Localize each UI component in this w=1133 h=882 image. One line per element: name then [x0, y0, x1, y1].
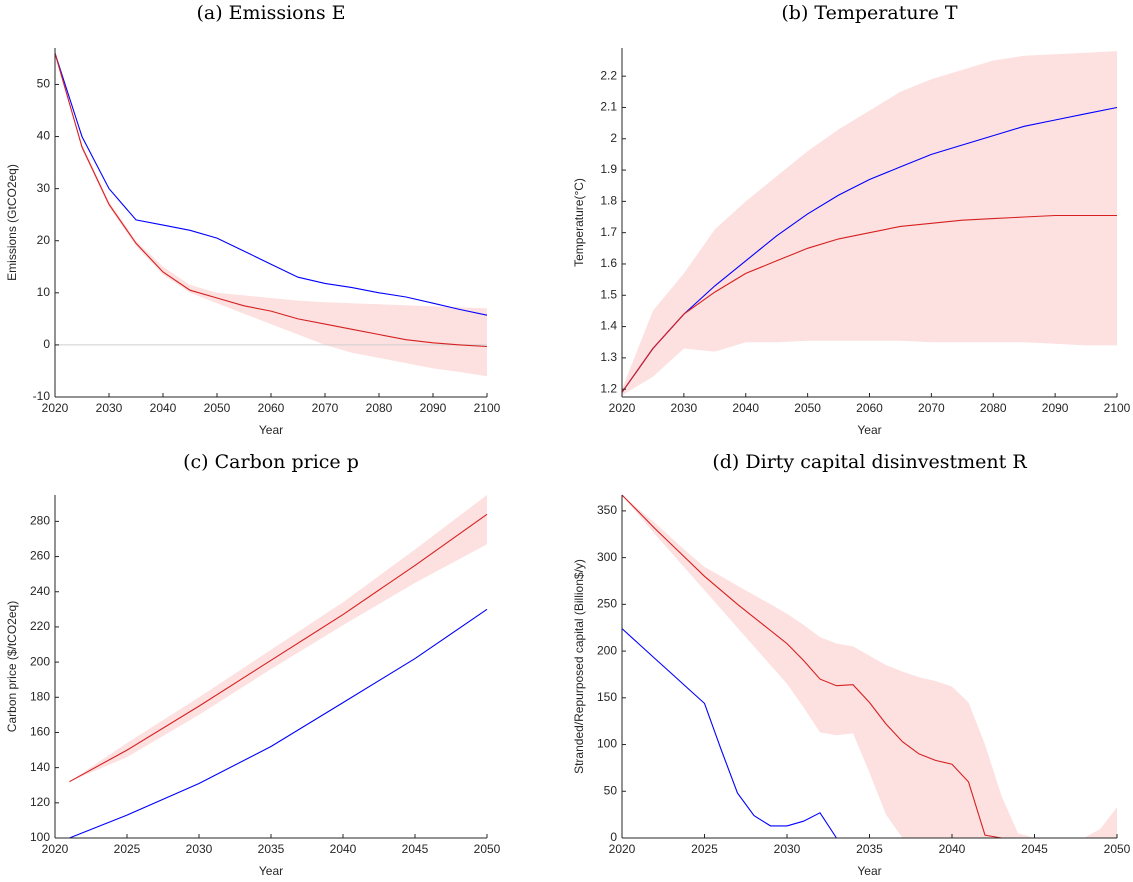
x-tick-label: 2025: [114, 842, 141, 856]
y-tick-label: 0: [610, 830, 617, 844]
y-tick-label: 100: [30, 830, 50, 844]
y-tick-label: 250: [597, 597, 617, 611]
x-tick-label: 2020: [609, 401, 636, 415]
panel-title: (a) Emissions E: [196, 2, 345, 24]
series-line: [621, 106, 1118, 393]
y-tick-label: 1.8: [600, 194, 617, 208]
y-tick-label: 1.6: [600, 256, 617, 270]
x-tick-label: 2020: [42, 401, 69, 415]
y-tick-label: 260: [30, 549, 50, 563]
y-tick-label: 150: [597, 690, 617, 704]
y-tick-label: 30: [37, 181, 51, 195]
y-tick-label: 140: [30, 760, 50, 774]
y-axis-label: Stranded/Repurposed capital (Billion$/y): [572, 559, 586, 774]
y-tick-label: 1.9: [600, 162, 617, 176]
x-tick-label: 2100: [474, 401, 501, 415]
x-tick-label: 2030: [774, 842, 801, 856]
x-tick-label: 2035: [258, 842, 285, 856]
y-tick-label: 120: [30, 795, 50, 809]
y-tick-label: 280: [30, 514, 50, 528]
y-tick-label: 160: [30, 725, 50, 739]
y-tick-label: 100: [597, 737, 617, 751]
y-axis-label: Carbon price ($/tCO2eq): [5, 601, 19, 732]
x-tick-label: 2040: [939, 842, 966, 856]
uncertainty-band: [622, 495, 1117, 838]
y-tick-label: 350: [597, 503, 617, 517]
panel-title: (b) Temperature T: [781, 2, 958, 24]
y-tick-label: 200: [30, 654, 50, 668]
y-tick-label: 240: [30, 584, 50, 598]
x-tick-label: 2030: [186, 842, 213, 856]
y-tick-label: 1.5: [600, 287, 617, 301]
y-tick-label: 20: [37, 233, 51, 247]
x-tick-label: 2100: [1104, 401, 1131, 415]
uncertainty-band: [622, 51, 1117, 396]
x-tick-label: 2035: [856, 842, 883, 856]
y-tick-label: 2.2: [600, 68, 617, 82]
x-axis-label: Year: [259, 423, 283, 437]
uncertainty-band: [55, 53, 487, 377]
series-line: [69, 513, 488, 783]
x-tick-label: 2040: [330, 842, 357, 856]
x-tick-label: 2050: [1104, 842, 1131, 856]
y-axis-label: Emissions (GtCO2eq): [5, 164, 19, 281]
x-axis-label: Year: [259, 864, 283, 878]
series-line: [54, 53, 488, 348]
x-tick-label: 2070: [918, 401, 945, 415]
series-line: [69, 608, 488, 839]
series-line: [621, 214, 1117, 393]
y-tick-label: 40: [37, 129, 51, 143]
y-tick-label: 300: [597, 550, 617, 564]
y-tick-label: 2.1: [600, 100, 617, 114]
y-tick-label: 50: [604, 783, 618, 797]
y-tick-label: 180: [30, 689, 50, 703]
panel-title: (d) Dirty capital disinvestment R: [712, 451, 1027, 473]
y-tick-label: 200: [597, 643, 617, 657]
y-tick-label: 1.7: [600, 225, 617, 239]
uncertainty-band: [69, 495, 488, 782]
x-tick-label: 2045: [402, 842, 429, 856]
y-tick-label: 1.4: [600, 319, 617, 333]
y-tick-label: -10: [33, 389, 51, 403]
x-tick-label: 2045: [1021, 842, 1048, 856]
x-tick-label: 2060: [856, 401, 883, 415]
y-axis-label: Temperature(°C): [572, 178, 586, 267]
x-tick-label: 2040: [732, 401, 759, 415]
x-tick-label: 2050: [474, 842, 501, 856]
x-tick-label: 2080: [366, 401, 393, 415]
x-tick-label: 2030: [671, 401, 698, 415]
series-line: [54, 53, 488, 316]
x-tick-label: 2025: [691, 842, 718, 856]
y-tick-label: 220: [30, 619, 50, 633]
x-axis-label: Year: [857, 864, 881, 878]
panel-title: (c) Carbon price p: [183, 451, 359, 473]
x-tick-label: 2070: [312, 401, 339, 415]
y-tick-label: 50: [37, 77, 51, 91]
x-tick-label: 2090: [1042, 401, 1069, 415]
y-tick-label: 2: [610, 131, 617, 145]
x-tick-label: 2050: [794, 401, 821, 415]
y-tick-label: 1.2: [600, 381, 617, 395]
x-tick-label: 2050: [204, 401, 231, 415]
x-tick-label: 2060: [258, 401, 285, 415]
x-axis-label: Year: [857, 423, 881, 437]
x-tick-label: 2040: [150, 401, 177, 415]
x-tick-label: 2080: [980, 401, 1007, 415]
x-tick-label: 2030: [96, 401, 123, 415]
x-tick-label: 2090: [420, 401, 447, 415]
x-tick-label: 2020: [42, 842, 69, 856]
y-tick-label: 0: [43, 337, 50, 351]
x-tick-label: 2020: [609, 842, 636, 856]
y-tick-label: 10: [37, 285, 51, 299]
y-tick-label: 1.3: [600, 350, 617, 364]
